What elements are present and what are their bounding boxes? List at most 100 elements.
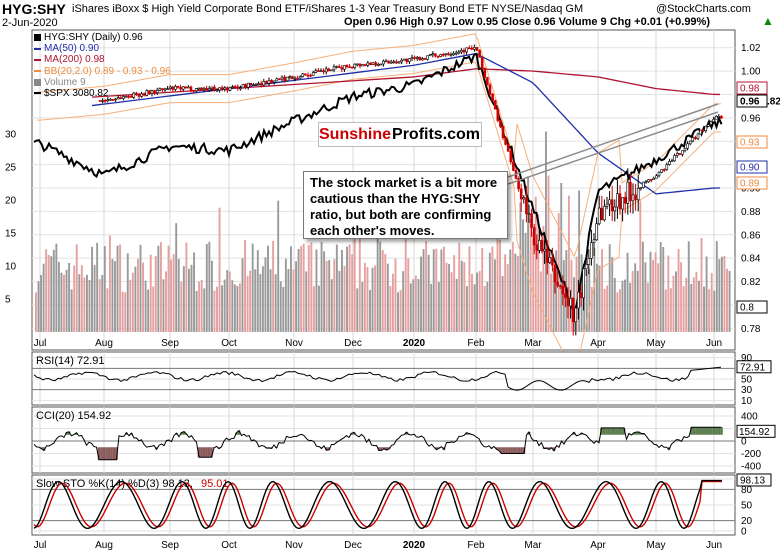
legend-label: MA(50) 0.90 (44, 43, 100, 55)
volume-bar (210, 260, 213, 332)
candle-body (577, 291, 580, 309)
candle-body (704, 125, 708, 132)
volume-bar (300, 246, 303, 332)
candle-body (132, 92, 136, 98)
candle-body (621, 197, 624, 210)
candle-body (644, 181, 648, 183)
candle-body (187, 86, 190, 89)
x-tick-label-top: Mar (524, 338, 542, 349)
volume-bar (672, 275, 675, 332)
volume-bar (330, 279, 333, 332)
candle-body (545, 248, 549, 263)
volume-bar (198, 281, 201, 332)
legend-label: HYG:SHY (Daily) 0.96 (44, 32, 143, 43)
volume-bar (713, 290, 716, 332)
candle-body (226, 87, 229, 91)
volume-bar (726, 268, 728, 332)
legend-label: Volume 9 (44, 76, 86, 88)
volume-bar (188, 268, 190, 332)
candle-body (616, 193, 619, 208)
sto-tick-label: 20 (741, 516, 753, 527)
volume-bar (705, 256, 708, 332)
volume-bar (307, 244, 310, 332)
candle-body (241, 84, 245, 89)
candle-body (467, 47, 471, 50)
y-tick-label: 0.84 (741, 254, 761, 265)
candle-body (392, 61, 396, 64)
candle-body (460, 49, 463, 53)
volume-bar (534, 196, 537, 332)
volume-bar (114, 261, 116, 332)
candle-body (566, 297, 570, 307)
candle-body (200, 87, 203, 91)
candle-body (558, 285, 562, 287)
candle-body (717, 115, 721, 118)
volume-bar (710, 273, 713, 332)
volume-bar (254, 269, 257, 332)
volume-bar (616, 292, 619, 332)
candle-body (116, 97, 120, 100)
candle-body (652, 177, 656, 180)
candle-body (712, 118, 715, 123)
candle-body (389, 61, 393, 64)
candle-body (340, 67, 344, 70)
volume-bar (455, 278, 458, 332)
volume-bar (116, 245, 119, 332)
volume-bar (190, 264, 193, 332)
volume-bar (690, 284, 693, 332)
candle-body (678, 153, 682, 155)
volume-bar (715, 241, 718, 332)
cci-label: CCI(20) 154.92 (36, 410, 111, 422)
candle-body (111, 99, 115, 101)
candle-body (470, 47, 474, 50)
chart-legend: HYG:SHY (Daily) 0.96 MA(50) 0.90 MA(200) 0… (34, 32, 171, 99)
candle-body (597, 207, 601, 225)
candle-body (647, 179, 650, 182)
candle-body (431, 53, 435, 56)
volume-bar (57, 261, 60, 332)
x-tick-label-top: Apr (590, 338, 606, 349)
volume-bar (167, 245, 170, 332)
candle-body (192, 90, 195, 92)
candle-body (439, 54, 442, 57)
volume-bar (65, 269, 68, 332)
candle-body (441, 54, 445, 56)
x-tick-label-top: Jun (706, 338, 722, 349)
candle-body (592, 239, 596, 243)
volume-bar (101, 274, 104, 332)
candle-body (543, 248, 546, 252)
price-tag-box (736, 160, 768, 174)
candle-body (527, 213, 531, 215)
volume-bar (611, 257, 614, 332)
candle-body (675, 153, 679, 156)
volume-bar (384, 254, 387, 332)
volume-bar (527, 176, 530, 332)
volume-bar (445, 262, 448, 332)
y-tick-label: 1.02 (741, 43, 761, 54)
volume-bar (437, 282, 440, 332)
y-tick-label: 0.88 (741, 207, 761, 218)
volume-bar (231, 280, 234, 332)
candle-body (384, 60, 388, 63)
y-tick-label: 1.00 (741, 67, 761, 78)
candle-body (291, 76, 294, 80)
volume-bar (392, 273, 394, 332)
volume-bar (335, 244, 338, 332)
price-tag-label: 0.93 (740, 138, 760, 149)
volume-bar (52, 249, 55, 332)
volume-bar (522, 219, 524, 332)
cci-tick-label: -400 (741, 462, 761, 473)
volume-bar (585, 270, 588, 332)
volume-bar (583, 283, 586, 332)
volume-bar (647, 282, 649, 332)
legend-item: MA(50) 0.90 (34, 43, 171, 54)
candle-body (358, 63, 362, 67)
candle-body (218, 87, 221, 91)
candle-body (509, 150, 513, 163)
volume-bar (550, 273, 552, 332)
volume-bar (476, 272, 479, 332)
volume-bar (295, 261, 297, 332)
candle-body (610, 199, 614, 212)
candle-body (319, 70, 323, 72)
volume-bar (652, 260, 654, 332)
